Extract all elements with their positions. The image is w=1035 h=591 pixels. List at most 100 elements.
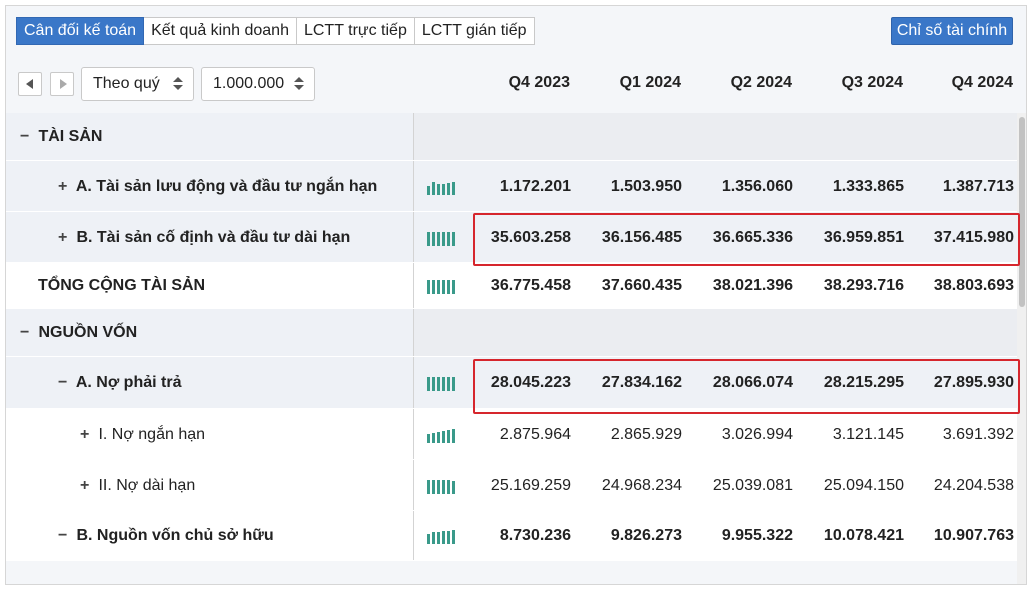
financial-statement-panel: Cân đối kế toán Kết quả kinh doanh LCTT … xyxy=(5,5,1027,585)
sparkline-chart-icon[interactable] xyxy=(427,375,455,391)
sparkline-bar xyxy=(432,480,435,494)
row-values-cell: 1.172.201 1.503.950 1.356.060 1.333.865 1.38… xyxy=(413,161,1017,211)
table-cell-value: 10.907.763 xyxy=(933,527,1014,544)
sparkline-bar xyxy=(437,432,440,443)
row-label-cell: − NGUỒN VỐN xyxy=(6,309,413,356)
sparkline-bar xyxy=(447,480,450,494)
column-header: Q1 2024 xyxy=(619,74,681,91)
sparkline-bar xyxy=(452,182,455,195)
table-row: + A. Tài sản lưu động và đầu tư ngắn hạn… xyxy=(6,161,1026,212)
sparkline-bar xyxy=(442,377,445,391)
table-cell-value: 9.826.273 xyxy=(610,527,682,544)
sparkline-bar xyxy=(452,377,455,391)
unit-select[interactable]: 1.000.000 xyxy=(201,67,315,101)
table-row: + I. Nợ ngắn hạn 2.875.964 2.865.929 3.026.… xyxy=(6,409,1026,460)
sparkline-chart-icon[interactable] xyxy=(427,427,455,443)
sparkline-chart-icon[interactable] xyxy=(427,179,455,195)
table-cell-value: 1.333.865 xyxy=(832,178,904,195)
table-cell-value: 1.356.060 xyxy=(721,178,793,195)
row-label: B. Nguồn vốn chủ sở hữu xyxy=(76,527,274,544)
sparkline-bar xyxy=(447,430,450,443)
table-cell-value: 38.293.716 xyxy=(823,277,904,294)
tab-balance-sheet[interactable]: Cân đối kế toán xyxy=(16,17,145,45)
vertical-scrollbar[interactable] xyxy=(1017,113,1026,584)
row-label: NGUỒN VỐN xyxy=(38,324,138,341)
table-cell-value: 28.045.223 xyxy=(490,374,571,391)
sparkline-bar xyxy=(432,377,435,391)
expand-icon[interactable]: + xyxy=(58,178,68,195)
table-cell-value: 25.094.150 xyxy=(823,477,904,494)
column-header: Q3 2024 xyxy=(841,74,903,91)
sparkline-bar xyxy=(447,280,450,294)
table-cell-value: 8.730.236 xyxy=(499,527,571,544)
row-label-cell: − B. Nguồn vốn chủ sở hữu xyxy=(6,511,413,560)
sparkline-chart-icon[interactable] xyxy=(427,278,455,294)
row-label-cell: + B. Tài sản cố định và đầu tư dài hạn xyxy=(6,212,413,262)
row-label-cell: + II. Nợ dài hạn xyxy=(6,460,413,510)
sparkline-bar xyxy=(452,232,455,246)
table-cell-value: 1.172.201 xyxy=(499,178,571,195)
table-cell-value: 28.066.074 xyxy=(712,374,793,391)
table-cell-value: 24.204.538 xyxy=(933,477,1014,494)
financial-ratios-button[interactable]: Chỉ số tài chính xyxy=(891,17,1013,45)
sparkline-bar xyxy=(432,232,435,246)
table-cell-value: 27.834.162 xyxy=(601,374,682,391)
tab-cashflow-direct[interactable]: LCTT trực tiếp xyxy=(296,17,415,45)
sparkline-bar xyxy=(442,431,445,443)
sparkline-bar xyxy=(427,480,430,494)
row-label: A. Tài sản lưu động và đầu tư ngắn hạn xyxy=(75,178,378,195)
sparkline-bar xyxy=(452,280,455,294)
row-label-cell: TỔNG CỘNG TÀI SẢN xyxy=(6,263,413,308)
collapse-icon[interactable]: − xyxy=(58,527,68,544)
row-values-cell: 35.603.258 36.156.485 36.665.336 36.959.851… xyxy=(413,212,1017,262)
updown-arrows-icon xyxy=(294,77,304,91)
next-period-button[interactable] xyxy=(50,72,74,96)
sparkline-bar xyxy=(437,532,440,544)
previous-period-button[interactable] xyxy=(18,72,42,96)
table-cell-value: 3.026.994 xyxy=(721,426,793,443)
table-cell-value: 2.865.929 xyxy=(610,426,682,443)
column-header: Q2 2024 xyxy=(730,74,792,91)
expand-icon[interactable]: + xyxy=(58,229,68,246)
sparkline-bar xyxy=(442,480,445,494)
statement-tabs: Cân đối kế toán Kết quả kinh doanh LCTT … xyxy=(16,17,535,45)
sparkline-bar xyxy=(432,182,435,195)
table-cell-value: 24.968.234 xyxy=(601,477,682,494)
row-label: I. Nợ ngắn hạn xyxy=(98,426,206,443)
sparkline-bar xyxy=(442,232,445,246)
sparkline-bar xyxy=(452,530,455,544)
expand-icon[interactable]: + xyxy=(80,426,90,443)
row-values-cell xyxy=(413,113,1017,160)
scrollbar-thumb[interactable] xyxy=(1019,117,1025,307)
expand-icon[interactable]: + xyxy=(80,477,90,494)
row-label: II. Nợ dài hạn xyxy=(98,477,196,494)
balance-sheet-table: − TÀI SẢN + A. Tài sản lưu động và đầu tư… xyxy=(6,113,1026,561)
tab-income-statement[interactable]: Kết quả kinh doanh xyxy=(144,17,297,45)
table-cell-value: 1.387.713 xyxy=(942,178,1014,195)
sparkline-bar xyxy=(437,480,440,494)
sparkline-chart-icon[interactable] xyxy=(427,528,455,544)
section-row: − TÀI SẢN xyxy=(6,113,1026,161)
column-header: Q4 2023 xyxy=(508,74,570,91)
sparkline-bar xyxy=(437,184,440,195)
table-cell-value: 36.959.851 xyxy=(823,229,904,246)
table-row: + B. Tài sản cố định và đầu tư dài hạn 35… xyxy=(6,212,1026,263)
updown-arrows-icon xyxy=(173,77,183,91)
tab-cashflow-indirect[interactable]: LCTT gián tiếp xyxy=(414,17,535,45)
row-label-cell: − TÀI SẢN xyxy=(6,113,413,160)
collapse-icon[interactable]: − xyxy=(20,128,30,145)
table-cell-value: 25.039.081 xyxy=(712,477,793,494)
period-select[interactable]: Theo quý xyxy=(81,67,194,101)
sparkline-bar xyxy=(427,377,430,391)
unit-select-value: 1.000.000 xyxy=(213,75,285,92)
row-label: TỔNG CỘNG TÀI SẢN xyxy=(38,277,206,294)
sparkline-chart-icon[interactable] xyxy=(427,230,455,246)
collapse-icon[interactable]: − xyxy=(20,324,30,341)
sparkline-bar xyxy=(447,531,450,544)
sparkline-bar xyxy=(427,534,430,544)
sparkline-bar xyxy=(452,429,455,443)
sparkline-bar xyxy=(427,280,430,294)
table-cell-value: 38.803.693 xyxy=(933,277,1014,294)
collapse-icon[interactable]: − xyxy=(58,374,68,391)
sparkline-chart-icon[interactable] xyxy=(427,478,455,494)
